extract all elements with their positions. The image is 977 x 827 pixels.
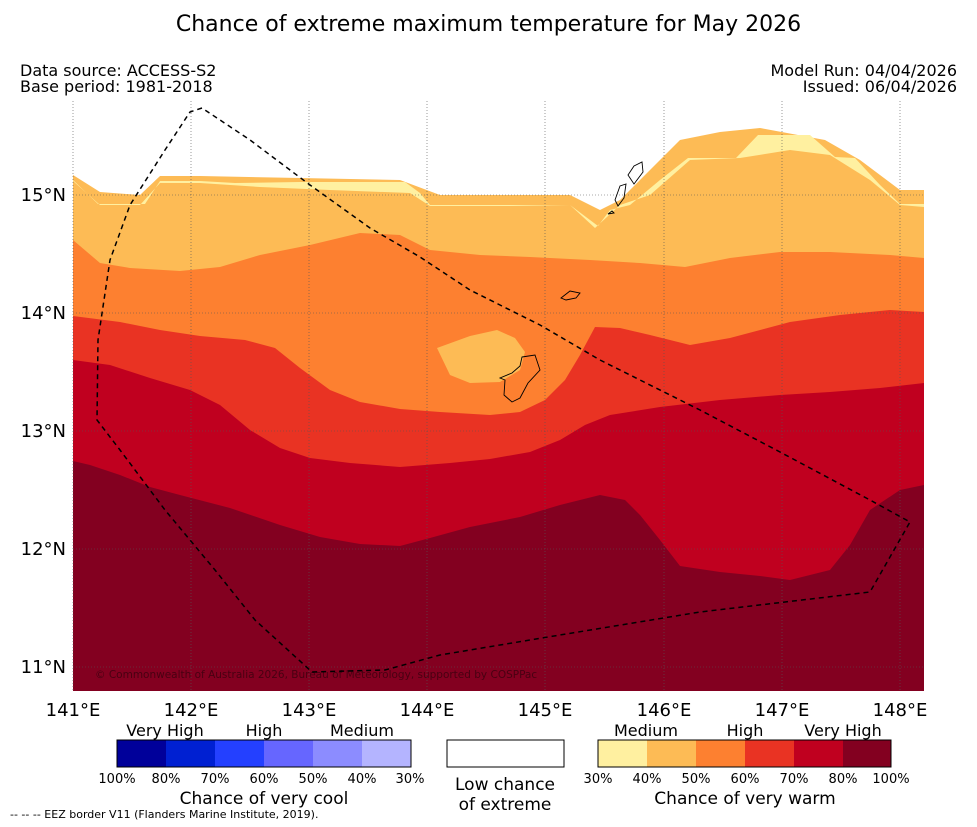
cool-swatch-30-40	[362, 740, 411, 767]
island-guam	[498, 354, 541, 403]
low-caption-line1: Low chance	[455, 775, 555, 795]
warm-swatch-70-80	[794, 740, 843, 767]
lon-label-145e: 145°E	[518, 700, 573, 721]
warm-medium-label: Medium	[614, 721, 678, 740]
lat-label-13n: 13°N	[21, 421, 66, 442]
cool-caption: Chance of very cool	[180, 789, 349, 809]
eez-footnote: -- -- -- EEZ border V11 (Flanders Marine…	[10, 808, 319, 821]
warm-swatch-30-40	[598, 740, 647, 767]
data-source: Data source: ACCESS-S2	[20, 61, 217, 80]
warm-tick-50: 50%	[682, 772, 711, 787]
lon-label-142e: 142°E	[164, 700, 219, 721]
cool-tick-80: 80%	[152, 772, 181, 787]
lat-label-11n: 11°N	[21, 657, 66, 678]
warm-tick-40: 40%	[633, 772, 662, 787]
warm-tick-80: 80%	[829, 772, 858, 787]
lon-label-147e: 147°E	[755, 700, 810, 721]
island-aguijan	[607, 210, 615, 215]
warm-tick-70: 70%	[780, 772, 809, 787]
graticule	[72, 101, 924, 691]
warm-swatch-40-50	[647, 740, 696, 767]
island-rota	[560, 290, 581, 301]
lon-label-146e: 146°E	[637, 700, 692, 721]
low-chance-swatch	[446, 739, 565, 768]
warm-tick-30: 30%	[584, 772, 613, 787]
cool-swatch-50-60	[264, 740, 313, 767]
lat-label-12n: 12°N	[21, 539, 66, 560]
cool-tick-50: 50%	[299, 772, 328, 787]
lat-label-15n: 15°N	[21, 185, 66, 206]
lat-label-14n: 14°N	[21, 303, 66, 324]
warm-caption: Chance of very warm	[654, 789, 835, 809]
low-caption-line2: of extreme	[459, 795, 552, 815]
warm-swatch-50-60	[696, 740, 745, 767]
cool-tick-100: 100%	[98, 772, 135, 787]
region-yellow-30	[73, 135, 924, 228]
warm-very-high-label: Very High	[804, 721, 881, 740]
cool-colorbar	[116, 739, 412, 768]
region-40-50-island	[437, 330, 525, 383]
model-run: Model Run: 04/04/2026	[770, 61, 958, 80]
cool-tick-60: 60%	[250, 772, 279, 787]
warm-colorbar	[597, 739, 892, 768]
issued-date: Issued: 06/04/2026	[802, 77, 957, 96]
island-tinian	[614, 183, 627, 207]
lon-label-141e: 141°E	[46, 700, 101, 721]
warm-swatch-60-70	[745, 740, 794, 767]
lon-label-148e: 148°E	[873, 700, 928, 721]
cool-medium-label: Medium	[330, 721, 394, 740]
eez-border	[96, 107, 912, 673]
cool-high-label: High	[246, 721, 283, 740]
cool-swatch-40-50	[313, 740, 362, 767]
copyright-notice: © Commonwealth of Australia 2026, Bureau…	[95, 669, 537, 681]
warm-high-label: High	[727, 721, 764, 740]
base-period: Base period: 1981-2018	[20, 77, 213, 96]
lon-label-144e: 144°E	[400, 700, 455, 721]
warm-swatch-80-100	[843, 740, 891, 767]
cool-tick-40: 40%	[348, 772, 377, 787]
cool-very-high-label: Very High	[126, 721, 203, 740]
island-saipan	[627, 161, 644, 185]
region-below-30	[73, 101, 924, 210]
lon-label-143e: 143°E	[282, 700, 337, 721]
map-title: Chance of extreme maximum temperature fo…	[175, 12, 802, 37]
warm-tick-60: 60%	[731, 772, 760, 787]
island-outlines	[498, 161, 644, 403]
cool-tick-70: 70%	[201, 772, 230, 787]
cool-swatch-70-80	[166, 740, 215, 767]
cool-swatch-80-100	[117, 740, 166, 767]
cool-swatch-60-70	[215, 740, 264, 767]
warm-tick-100: 100%	[872, 772, 909, 787]
cool-tick-30: 30%	[396, 772, 425, 787]
